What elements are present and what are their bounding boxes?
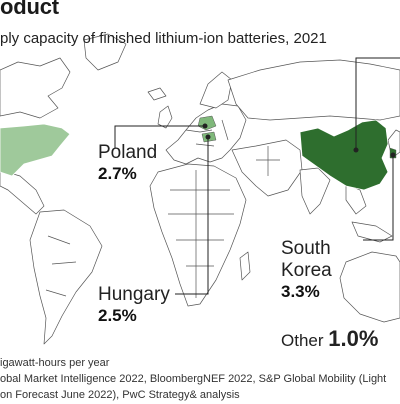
- greenland-shape: [83, 33, 127, 71]
- south-korea-leader-line: [363, 154, 394, 241]
- china-marker-dot: [353, 147, 359, 153]
- india-shape: [299, 167, 331, 215]
- other-label: Other: [281, 331, 324, 350]
- hungary-callout: Hungary 2.5%: [98, 284, 170, 325]
- south-america-shape: [29, 209, 103, 345]
- poland-value: 2.7%: [98, 163, 137, 183]
- canada-shape: [0, 57, 71, 119]
- australia-shape: [339, 251, 400, 323]
- hungary-marker-dot: [205, 134, 211, 140]
- footnote-sources: obal Market Intelligence 2022, Bloomberg…: [0, 372, 387, 385]
- footnote: igawatt-hours per year obal Market Intel…: [0, 356, 386, 404]
- united-states-shape: [0, 123, 71, 177]
- hungary-value: 2.5%: [98, 305, 137, 325]
- south-korea-callout: South Korea 3.3%: [281, 238, 332, 301]
- mexico-shape: [0, 169, 45, 215]
- poland-leader-line: [114, 125, 204, 148]
- other-callout: Other 1.0%: [281, 326, 378, 352]
- footnote-units: igawatt-hours per year: [0, 357, 110, 369]
- south-korea-label-line2: Korea: [281, 259, 332, 281]
- poland-label: Poland: [98, 142, 158, 163]
- other-value: 1.0%: [328, 326, 379, 351]
- south-korea-marker-dot: [390, 152, 396, 158]
- middle-east-shape: [231, 139, 303, 197]
- map-subtitle: ply capacity of finished lithium-ion bat…: [0, 30, 327, 47]
- south-korea-label-line1: South: [281, 238, 331, 259]
- poland-marker-dot: [202, 123, 208, 129]
- hungary-label: Hungary: [98, 284, 170, 305]
- china-leader-line: [355, 57, 400, 150]
- south-korea-value: 3.3%: [281, 281, 320, 301]
- map-title: oduct: [0, 0, 59, 19]
- russia-shape: [227, 59, 400, 121]
- footnote-sources-cont: on Forecast June 2022), PwC Strategy& an…: [0, 388, 240, 401]
- hungary-leader-line: [175, 136, 209, 295]
- poland-callout: Poland 2.7%: [98, 142, 157, 183]
- china-shape: [299, 119, 389, 191]
